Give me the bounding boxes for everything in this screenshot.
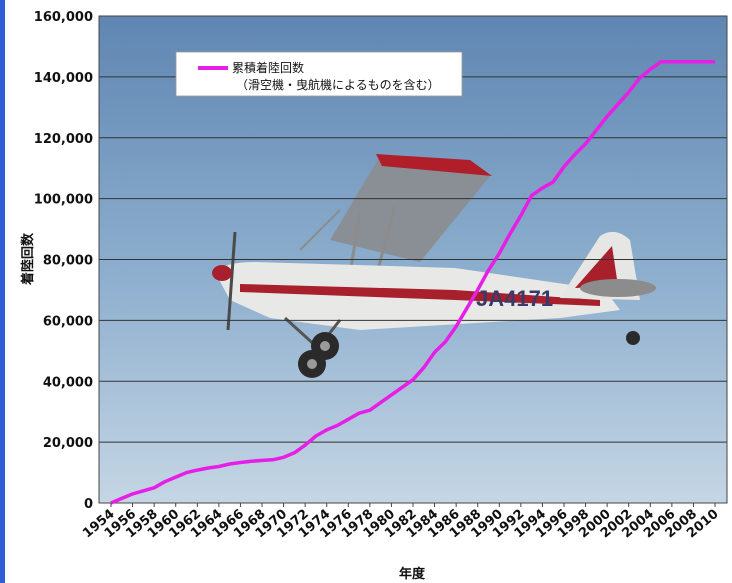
legend-box xyxy=(175,51,463,97)
y-tick-label: 0 xyxy=(84,497,93,512)
y-tick-label: 120,000 xyxy=(34,132,93,147)
y-tick-label: 20,000 xyxy=(43,436,93,451)
y-tick-label: 40,000 xyxy=(43,375,93,390)
y-tick-label: 140,000 xyxy=(34,71,93,86)
x-axis-ticks: 1954195619581960196219641966196819701972… xyxy=(80,503,722,541)
series-line-cumulative-landings xyxy=(110,59,715,505)
x-axis-title: 年度 xyxy=(399,566,426,582)
legend-label: 累積着陸回数 xyxy=(232,60,304,75)
y-tick-label: 160,000 xyxy=(34,10,93,25)
y-tick-label: 60,000 xyxy=(43,314,93,329)
left-accent-bar xyxy=(0,0,5,583)
y-axis-title: 着陸回数 xyxy=(20,232,36,286)
y-tick-label: 80,000 xyxy=(43,254,93,269)
y-axis-ticks: 0 20,000 40,000 60,000 80,000 100,000 120,000 1… xyxy=(34,10,93,512)
y-tick-label: 100,000 xyxy=(34,193,93,208)
legend: 累積着陸回数 （滑空機・曳航機によるものを含む） xyxy=(175,51,463,97)
legend-label-line2: （滑空機・曳航機によるものを含む） xyxy=(236,77,440,92)
airplane-image: JA4171 xyxy=(212,154,656,378)
svg-text:JA4171: JA4171 xyxy=(476,286,553,311)
